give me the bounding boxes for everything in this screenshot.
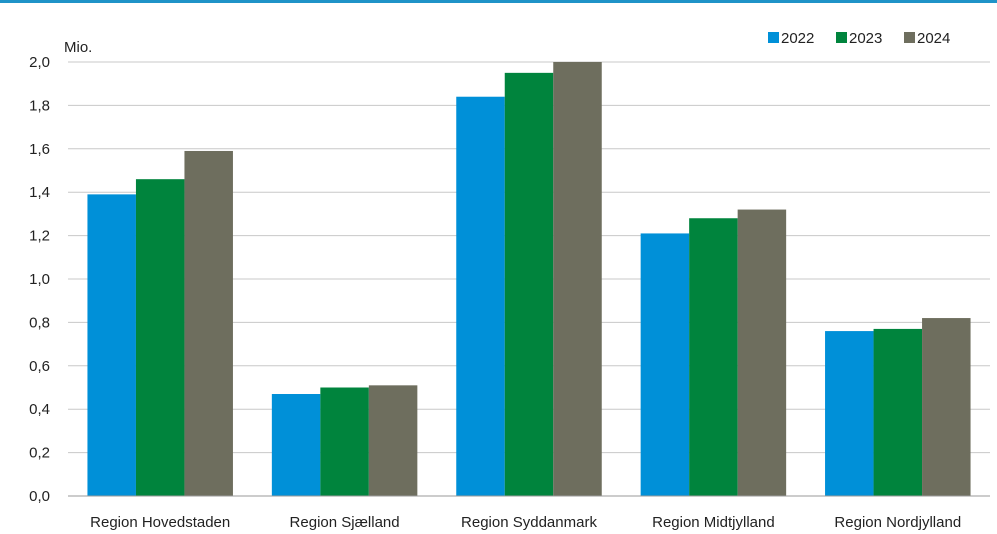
- legend-label: 2022: [781, 30, 814, 47]
- x-tick-label: Region Midtjylland: [652, 514, 775, 531]
- bar: [184, 150, 233, 496]
- y-tick-label: 0,8: [29, 314, 50, 331]
- bar: [553, 62, 602, 496]
- x-tick-label: Region Sjælland: [290, 514, 400, 531]
- legend-swatch: [768, 32, 779, 43]
- y-tick-label: 1,0: [29, 271, 50, 288]
- y-tick-label: 2,0: [29, 54, 50, 71]
- legend-label: 2024: [917, 30, 950, 47]
- legend-swatch: [904, 32, 915, 43]
- legend: 2022 2023 2024: [768, 30, 950, 47]
- bars: [87, 62, 971, 497]
- bar: [737, 209, 787, 496]
- bar: [825, 331, 874, 496]
- x-tick-labels: Region Hovedstaden Region Sjælland Region …: [90, 514, 961, 531]
- y-tick-label: 0,2: [29, 445, 50, 462]
- bar: [922, 318, 971, 496]
- y-tick-label: 0,4: [29, 401, 50, 418]
- y-tick-label: 1,2: [29, 228, 50, 245]
- bar: [456, 96, 505, 496]
- y-tick-label: 1,4: [29, 184, 50, 201]
- y-tick-labels: 0,0 0,2 0,4 0,6 0,8 1,0 1,2 1,4 1,6 1,8 2,0: [29, 54, 50, 505]
- y-tick-label: 0,0: [29, 488, 50, 505]
- bar: [87, 194, 136, 496]
- legend-label: 2023: [849, 30, 882, 47]
- bar: [368, 385, 418, 496]
- bar: [271, 394, 321, 496]
- legend-swatch: [836, 32, 847, 43]
- bar: [320, 387, 369, 496]
- y-tick-label: 1,6: [29, 141, 50, 158]
- bar: [504, 72, 554, 496]
- x-tick-label: Region Nordjylland: [834, 514, 961, 531]
- y-tick-label: 0,6: [29, 358, 50, 375]
- y-tick-label: 1,8: [29, 97, 50, 114]
- bar: [689, 218, 738, 497]
- bar: [135, 179, 185, 496]
- top-rule: [0, 0, 997, 3]
- x-tick-label: Region Syddanmark: [461, 514, 597, 531]
- bar: [640, 233, 690, 496]
- y-unit-label: Mio.: [64, 39, 92, 56]
- bar: [873, 328, 923, 496]
- x-tick-label: Region Hovedstaden: [90, 514, 230, 531]
